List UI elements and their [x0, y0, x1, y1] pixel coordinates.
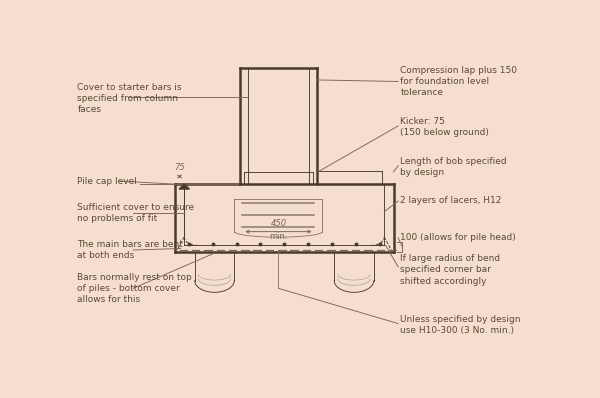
Text: Compression lap plus 150
for foundation level
tolerance: Compression lap plus 150 for foundation … — [401, 66, 517, 97]
Text: Pile cap level: Pile cap level — [77, 177, 137, 185]
Text: Kicker: 75
(150 below ground): Kicker: 75 (150 below ground) — [401, 117, 490, 137]
Text: Length of bob specified
by design: Length of bob specified by design — [401, 157, 507, 178]
Text: 100 (allows for pile head): 100 (allows for pile head) — [401, 233, 516, 242]
Text: Bars normally rest on top
of piles - bottom cover
allows for this: Bars normally rest on top of piles - bot… — [77, 273, 192, 304]
Text: Unless specified by design
use H10-300 (3 No. min.): Unless specified by design use H10-300 (… — [401, 315, 521, 335]
Text: 2 layers of lacers, H12: 2 layers of lacers, H12 — [401, 197, 502, 205]
Text: Sufficient cover to ensure
no problems of fit: Sufficient cover to ensure no problems o… — [77, 203, 194, 223]
Text: 450: 450 — [271, 219, 287, 228]
Polygon shape — [179, 184, 190, 189]
Text: If large radius of bend
specified corner bar
shifted accordingly: If large radius of bend specified corner… — [401, 254, 500, 285]
Text: The main bars are bent
at both ends: The main bars are bent at both ends — [77, 240, 183, 260]
Text: 75: 75 — [174, 164, 185, 172]
Text: Cover to starter bars is
specified from column
faces: Cover to starter bars is specified from … — [77, 83, 182, 114]
Text: min.: min. — [269, 232, 287, 241]
